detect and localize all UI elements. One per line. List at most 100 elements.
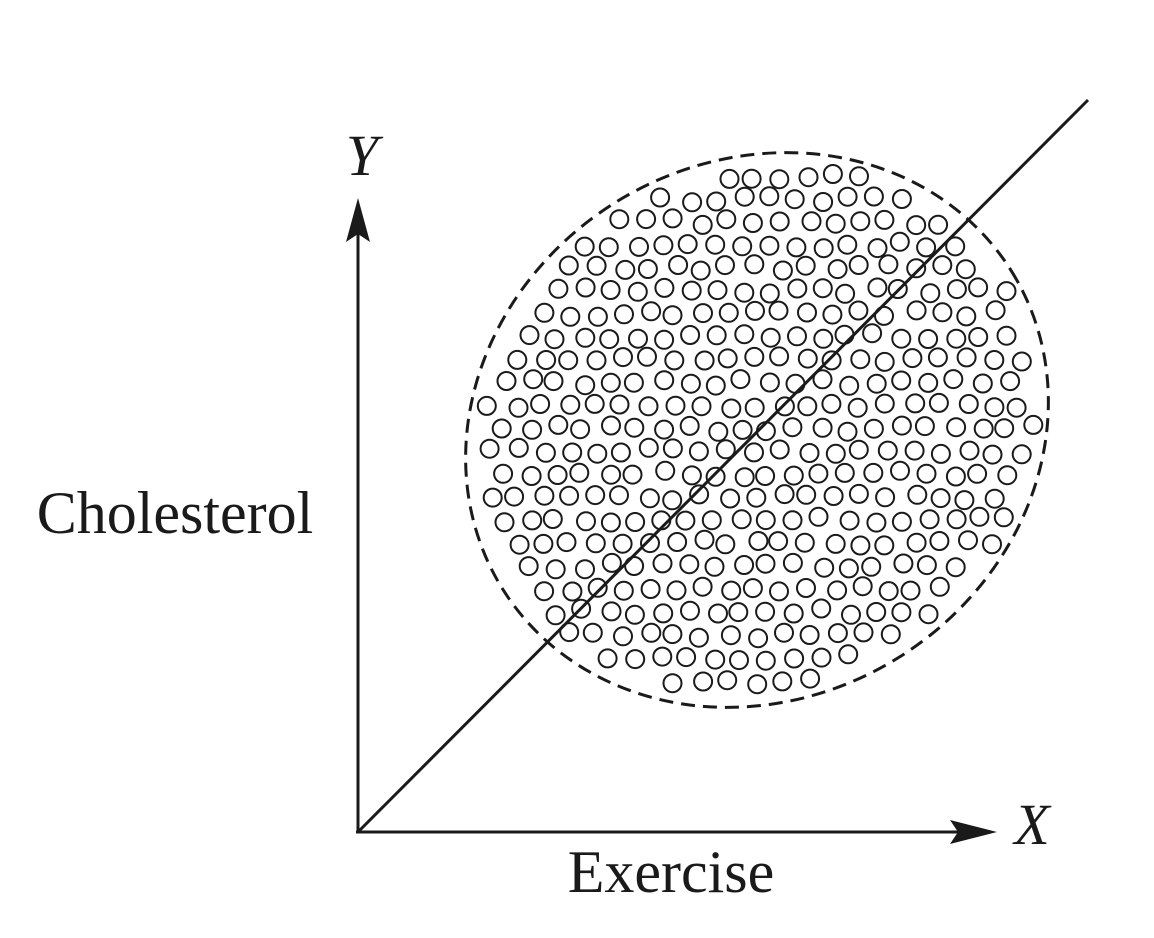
data-point	[812, 417, 833, 438]
data-point	[954, 490, 975, 511]
data-point	[585, 485, 606, 506]
data-point	[599, 329, 620, 350]
data-point	[847, 397, 868, 418]
data-point	[866, 373, 887, 394]
data-point	[548, 414, 569, 435]
data-point	[744, 442, 764, 463]
data-point	[811, 647, 832, 668]
data-point	[945, 557, 966, 578]
data-point	[664, 350, 685, 371]
data-point	[997, 465, 1018, 486]
data-point	[945, 466, 966, 487]
data-point	[835, 283, 856, 304]
data-point	[768, 531, 789, 552]
data-point	[732, 419, 753, 440]
data-point	[545, 559, 566, 580]
data-point	[808, 506, 829, 527]
data-point	[575, 327, 596, 348]
data-point	[759, 372, 780, 393]
data-point	[548, 278, 569, 299]
data-point	[853, 622, 874, 643]
data-point	[730, 369, 751, 390]
data-point	[880, 624, 901, 645]
data-point	[774, 484, 795, 505]
data-point	[609, 394, 630, 415]
data-point	[681, 465, 702, 486]
data-point	[597, 648, 618, 669]
data-point	[801, 211, 822, 232]
data-point	[959, 440, 980, 461]
data-point	[641, 301, 662, 322]
data-point	[692, 214, 713, 235]
data-point	[627, 281, 648, 302]
data-point	[614, 304, 634, 325]
data-point	[759, 283, 780, 304]
data-point	[543, 371, 564, 392]
data-point	[721, 580, 742, 601]
data-point	[682, 192, 703, 213]
data-point	[878, 254, 899, 275]
data-point	[787, 326, 807, 347]
data-point	[708, 603, 728, 624]
data-point	[890, 460, 910, 481]
data-point	[796, 578, 816, 598]
data-point	[734, 467, 755, 488]
data-point	[813, 238, 834, 259]
data-point	[742, 213, 763, 233]
data-point	[914, 416, 935, 437]
data-point	[741, 168, 762, 189]
data-point	[958, 530, 978, 551]
data-point	[772, 671, 793, 692]
data-point	[956, 347, 977, 368]
data-point	[587, 306, 608, 327]
data-point	[562, 581, 583, 602]
data-point	[653, 603, 674, 624]
data-point	[558, 350, 579, 371]
data-point	[677, 234, 698, 255]
data-point	[866, 602, 887, 622]
data-point	[715, 439, 736, 460]
data-point	[734, 186, 755, 207]
data-point	[491, 418, 512, 439]
x-axis-label: Exercise	[568, 839, 775, 905]
data-point	[834, 324, 855, 345]
data-cloud-boundary	[464, 151, 1050, 709]
data-point	[693, 303, 713, 324]
data-point	[640, 533, 660, 554]
data-point	[600, 372, 621, 393]
data-point	[705, 649, 726, 670]
data-point	[967, 463, 988, 484]
data-point	[918, 372, 939, 393]
data-point	[799, 625, 820, 645]
data-point	[692, 576, 713, 597]
data-point	[972, 373, 993, 394]
data-point	[559, 622, 580, 643]
data-point	[655, 460, 676, 481]
data-point	[600, 512, 621, 533]
data-point	[932, 255, 953, 276]
data-point	[848, 300, 869, 321]
data-point	[850, 349, 871, 370]
data-point	[837, 234, 858, 255]
data-point	[530, 394, 551, 414]
data-point	[576, 511, 596, 532]
data-point	[796, 484, 817, 505]
data-point	[907, 484, 928, 505]
data-point	[746, 487, 767, 508]
data-point	[783, 603, 804, 624]
data-point	[919, 509, 940, 530]
data-point	[795, 255, 816, 276]
data-point	[1011, 444, 1032, 465]
data-point	[827, 259, 848, 280]
data-point	[641, 622, 662, 643]
data-point	[769, 346, 790, 367]
x-axis-arrowhead	[950, 820, 997, 844]
data-point	[904, 440, 925, 461]
data-point	[629, 236, 649, 257]
data-point	[943, 369, 964, 390]
data-point	[955, 259, 976, 280]
data-point	[560, 306, 581, 327]
data-point	[867, 277, 888, 298]
data-point	[675, 510, 696, 531]
data-point	[662, 490, 683, 511]
